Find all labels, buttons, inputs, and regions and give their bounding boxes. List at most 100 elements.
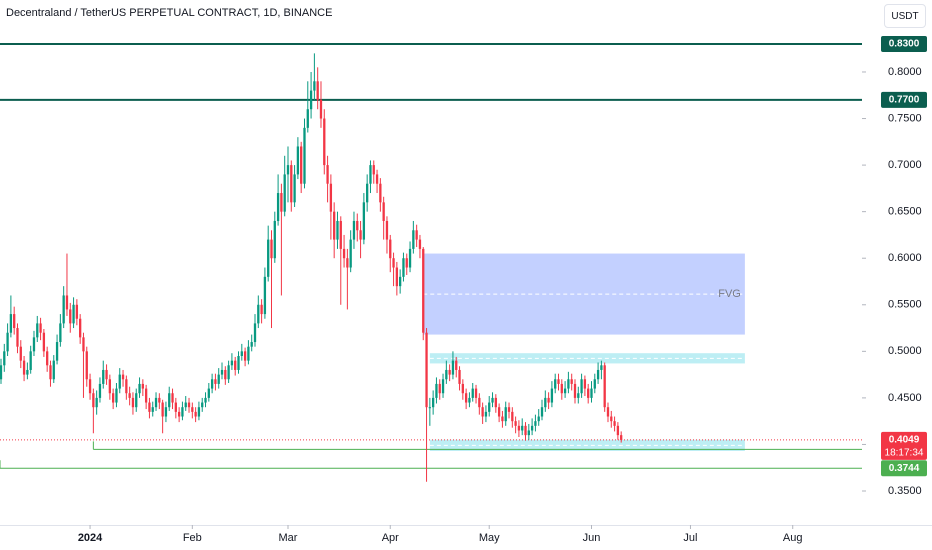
candle-body [458,369,461,384]
candle-body [313,81,316,91]
candle-body [329,183,333,212]
candle-body [606,407,610,417]
candle-body [336,220,339,240]
candle-body [227,365,230,380]
candle-body [372,165,375,175]
y-tick-label: 0.7000 [888,159,922,171]
candle-body [402,258,405,277]
candle-body [577,393,580,398]
candle-body [158,397,161,403]
candle-body [19,346,22,361]
candle-body [240,351,243,356]
candle-body [207,388,210,398]
candle-body [75,304,79,319]
candle-body [544,397,547,408]
candle-body [168,393,171,408]
candle-body [65,295,69,310]
candle-body [349,239,352,268]
candle-body [425,332,428,408]
candle-body [422,248,425,333]
candle-body [224,369,227,380]
candle-body [88,379,92,394]
candle-body [49,365,52,380]
candle-body [484,411,488,417]
candle-body [316,81,319,100]
candle-body [118,374,121,389]
candle-body [62,295,65,324]
candle-body [593,379,596,389]
candle-body [392,258,395,268]
candle-body [191,407,194,412]
candle-body [309,90,313,110]
candle-body [276,193,280,221]
candle-body [283,174,286,212]
candle-body [290,165,293,203]
candle-body [214,379,217,384]
zone-label: FVG [718,288,741,300]
candle-body [342,248,346,259]
candle-body [603,365,606,408]
candle-body [296,146,300,175]
level-tag [881,460,927,477]
candle-body [250,342,253,347]
candle-body [481,407,484,417]
candle-body [323,118,326,166]
candle-body [293,174,296,203]
candle-body [9,314,13,333]
y-tick-label: 0.3500 [888,485,922,497]
candle-body [197,407,201,417]
candle-body [399,276,402,287]
candle-body [461,383,464,394]
candle-body [260,304,263,315]
candle-body [128,393,131,398]
candle-body [79,318,82,338]
candle-body [177,411,181,417]
candle-body [273,220,276,259]
candle-body [105,369,108,380]
x-tick-label: Feb [183,532,202,544]
candle-body [352,220,356,240]
candle-body [554,379,557,389]
candle-body [521,425,524,431]
candle-body [497,407,501,417]
candle-body [6,332,9,352]
candle-body [187,402,191,408]
candle-body [395,267,399,287]
candle-body [385,220,389,240]
candle-body [600,365,603,370]
candle-body [366,183,369,203]
candle-body [247,346,250,361]
candle-body [108,379,112,394]
candle-body [141,383,144,389]
candle-body [217,374,220,384]
candle-body [428,407,431,409]
candle-body [201,402,204,408]
candle-body [415,230,418,240]
candle-body [438,383,441,394]
candle-body [95,397,98,408]
candle-body [16,328,19,347]
candle-body [115,388,118,403]
candle-body [468,397,471,403]
candle-body [389,239,392,259]
candle-body [131,397,135,408]
candle-body [517,425,521,431]
candle-body [184,402,187,408]
candle-body [164,407,168,417]
y-tick-label: 0.5000 [888,345,922,357]
candle-body [210,379,214,389]
candle-body [52,360,55,380]
candle-body [234,360,237,370]
x-tick-label: Mar [279,532,298,544]
candle-body [560,383,563,394]
candle-body [514,421,517,426]
y-tick-label: 0.7500 [888,112,922,124]
level-label: 0.7700 [889,95,920,106]
candle-body [267,239,270,277]
candle-body [69,309,72,324]
candle-body [333,211,336,240]
candle-body [138,383,141,394]
candle-body [303,127,306,184]
currency-button[interactable]: USDT [884,4,926,28]
candle-body [451,360,455,375]
